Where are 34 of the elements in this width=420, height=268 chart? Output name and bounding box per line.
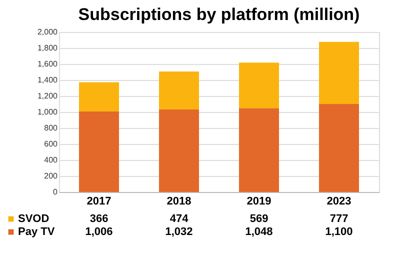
y-tick-label: 600 — [44, 140, 58, 148]
legend-label: SVOD — [18, 213, 50, 225]
legend-label: Pay TV — [18, 226, 56, 238]
x-tick-label: 2019 — [246, 196, 272, 208]
y-tick-label: 1,800 — [37, 44, 58, 52]
y-tick-label: 1,600 — [37, 60, 58, 68]
bar — [239, 62, 279, 108]
data-label: 777 — [330, 213, 348, 225]
bar — [239, 108, 279, 192]
bar — [319, 104, 359, 192]
bar — [79, 82, 119, 112]
y-tick-label: 800 — [44, 124, 58, 132]
bar — [319, 42, 359, 104]
data-label: 474 — [170, 213, 190, 225]
y-tick-label: 1,400 — [37, 76, 58, 84]
data-label: 1,048 — [245, 226, 273, 238]
x-tick-label: 2018 — [166, 196, 192, 208]
y-tick-label: 1,000 — [37, 108, 58, 116]
x-tick-label: 2017 — [86, 196, 112, 208]
y-tick-label: 0 — [53, 188, 58, 196]
y-tick-label: 1,200 — [37, 92, 58, 100]
y-tick-label: 2,000 — [37, 28, 58, 36]
y-tick-label: 400 — [44, 156, 58, 164]
data-label: 366 — [90, 213, 108, 225]
data-label: 1,032 — [165, 226, 193, 238]
bar — [159, 109, 199, 192]
data-label: 1,100 — [325, 226, 353, 238]
bar — [159, 72, 199, 110]
x-tick-label: 2023 — [326, 196, 352, 208]
data-label: 1,006 — [85, 226, 113, 238]
y-tick-label: 200 — [44, 172, 58, 180]
bar — [79, 112, 119, 192]
chart-title: Subscriptions by platform (million) — [78, 5, 360, 24]
data-label: 569 — [250, 213, 268, 225]
